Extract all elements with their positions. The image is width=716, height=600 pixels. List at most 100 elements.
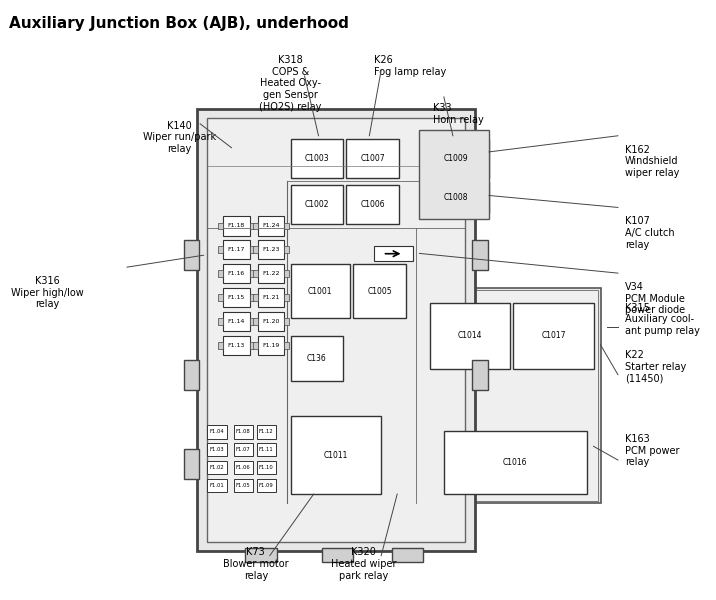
Bar: [218, 271, 223, 277]
Text: K22
Starter relay
(11450): K22 Starter relay (11450): [625, 350, 686, 383]
Bar: [392, 548, 423, 562]
Text: F1.09: F1.09: [259, 483, 274, 488]
Bar: [250, 318, 254, 325]
Text: C1017: C1017: [541, 331, 566, 340]
Bar: [250, 342, 254, 349]
Text: K73
Blower motor
relay: K73 Blower motor relay: [223, 547, 289, 581]
Bar: [284, 318, 289, 325]
Text: C136: C136: [307, 354, 326, 363]
Bar: [250, 223, 254, 229]
Text: C1011: C1011: [324, 451, 348, 460]
Bar: [291, 416, 381, 494]
Bar: [223, 336, 250, 355]
Bar: [513, 303, 594, 368]
Text: C1006: C1006: [360, 200, 384, 209]
Bar: [374, 246, 412, 261]
Text: K26
Fog lamp relay: K26 Fog lamp relay: [374, 55, 447, 77]
Bar: [256, 461, 276, 475]
Text: V34
PCM Module
power diode: V34 PCM Module power diode: [625, 282, 685, 315]
Text: F1.13: F1.13: [228, 343, 245, 348]
Text: C1005: C1005: [367, 287, 392, 296]
Bar: [233, 461, 253, 475]
Bar: [473, 360, 488, 389]
Text: F1.21: F1.21: [263, 295, 280, 300]
Bar: [223, 217, 250, 236]
Bar: [420, 130, 489, 220]
Text: F1.05: F1.05: [236, 483, 251, 488]
Text: K162
Windshield
wiper relay: K162 Windshield wiper relay: [625, 145, 679, 178]
Text: K320
Heated wiper
park relay: K320 Heated wiper park relay: [331, 547, 397, 581]
Text: K318
COPS &
Heated Oxy-
gen Sensor
(HO2S) relay: K318 COPS & Heated Oxy- gen Sensor (HO2S…: [259, 55, 322, 112]
Bar: [250, 294, 254, 301]
Bar: [258, 312, 284, 331]
Bar: [430, 303, 510, 368]
Text: F1.15: F1.15: [228, 295, 245, 300]
Text: F1.23: F1.23: [263, 247, 280, 253]
Text: F1.07: F1.07: [236, 448, 251, 452]
Bar: [233, 425, 253, 439]
Text: F1.20: F1.20: [263, 319, 280, 324]
Bar: [291, 139, 343, 178]
Bar: [284, 223, 289, 229]
Text: F1.19: F1.19: [263, 343, 280, 348]
Bar: [250, 271, 254, 277]
Bar: [207, 443, 226, 457]
Text: F1.03: F1.03: [210, 448, 224, 452]
Bar: [473, 240, 488, 270]
Bar: [444, 431, 586, 494]
Text: K107
A/C clutch
relay: K107 A/C clutch relay: [625, 217, 674, 250]
Bar: [291, 264, 350, 318]
Text: F1.02: F1.02: [210, 466, 224, 470]
Bar: [197, 109, 475, 551]
Bar: [246, 548, 277, 562]
Bar: [284, 294, 289, 301]
Bar: [184, 240, 200, 270]
Text: F1.10: F1.10: [259, 466, 274, 470]
Bar: [322, 548, 353, 562]
Bar: [223, 288, 250, 307]
Bar: [256, 425, 276, 439]
Bar: [218, 247, 223, 253]
Text: K33
Horn relay: K33 Horn relay: [433, 103, 484, 125]
Text: F1.08: F1.08: [236, 430, 251, 434]
Text: C1007: C1007: [360, 154, 384, 163]
Bar: [423, 139, 489, 178]
Bar: [218, 318, 223, 325]
Text: K163
PCM power
relay: K163 PCM power relay: [625, 434, 679, 467]
Text: F1.12: F1.12: [259, 430, 274, 434]
Bar: [258, 217, 284, 236]
Text: C1008: C1008: [444, 193, 468, 202]
Bar: [291, 336, 343, 380]
Text: F1.11: F1.11: [259, 448, 274, 452]
Bar: [223, 264, 250, 283]
Bar: [207, 124, 465, 169]
Bar: [284, 271, 289, 277]
Bar: [256, 479, 276, 493]
Bar: [233, 443, 253, 457]
Bar: [218, 342, 223, 349]
Text: F1.17: F1.17: [228, 247, 245, 253]
Bar: [258, 240, 284, 259]
Bar: [253, 318, 258, 325]
Text: F1.24: F1.24: [263, 223, 280, 229]
Text: C1016: C1016: [503, 458, 528, 467]
Bar: [253, 247, 258, 253]
Bar: [284, 342, 289, 349]
Text: Auxiliary Junction Box (AJB), underhood: Auxiliary Junction Box (AJB), underhood: [9, 16, 349, 31]
Bar: [218, 223, 223, 229]
Bar: [233, 479, 253, 493]
Bar: [218, 294, 223, 301]
Text: F1.01: F1.01: [210, 483, 224, 488]
Bar: [423, 288, 601, 503]
Bar: [253, 271, 258, 277]
Bar: [253, 342, 258, 349]
Bar: [291, 185, 343, 224]
Bar: [253, 223, 258, 229]
Text: K315
Auxiliary cool-
ant pump relay: K315 Auxiliary cool- ant pump relay: [625, 302, 700, 336]
Text: F1.06: F1.06: [236, 466, 251, 470]
Bar: [207, 425, 226, 439]
Text: F1.14: F1.14: [228, 319, 245, 324]
Bar: [207, 118, 465, 542]
Text: F1.18: F1.18: [228, 223, 245, 229]
Bar: [250, 247, 254, 253]
